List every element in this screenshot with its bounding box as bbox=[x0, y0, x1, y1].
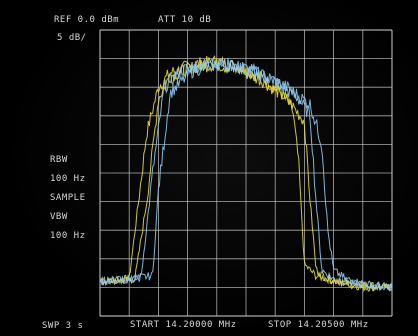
graticule bbox=[99, 29, 393, 317]
vbw-value: 100 Hz bbox=[50, 231, 86, 241]
start-frequency-label: START 14.20000 MHz bbox=[130, 320, 237, 330]
attenuation-label: ATT 10 dB bbox=[158, 15, 212, 25]
trace-blue-4 bbox=[99, 58, 393, 292]
sweep-time-label: SWP 3 s bbox=[42, 321, 84, 331]
scale-label: 5 dB/ bbox=[57, 33, 87, 43]
rbw-value: 100 Hz bbox=[50, 174, 86, 184]
stop-frequency-label: STOP 14.20500 MHz bbox=[268, 320, 369, 330]
rbw-label: RBW bbox=[50, 155, 68, 165]
trace-group bbox=[99, 55, 393, 293]
vbw-label: VBW bbox=[50, 212, 68, 222]
reference-level-label: REF 0.0 dBm bbox=[54, 15, 120, 25]
trace-yellow-2 bbox=[99, 58, 393, 292]
trace-blue-3 bbox=[99, 57, 393, 292]
detector-mode-label: SAMPLE bbox=[50, 193, 86, 203]
